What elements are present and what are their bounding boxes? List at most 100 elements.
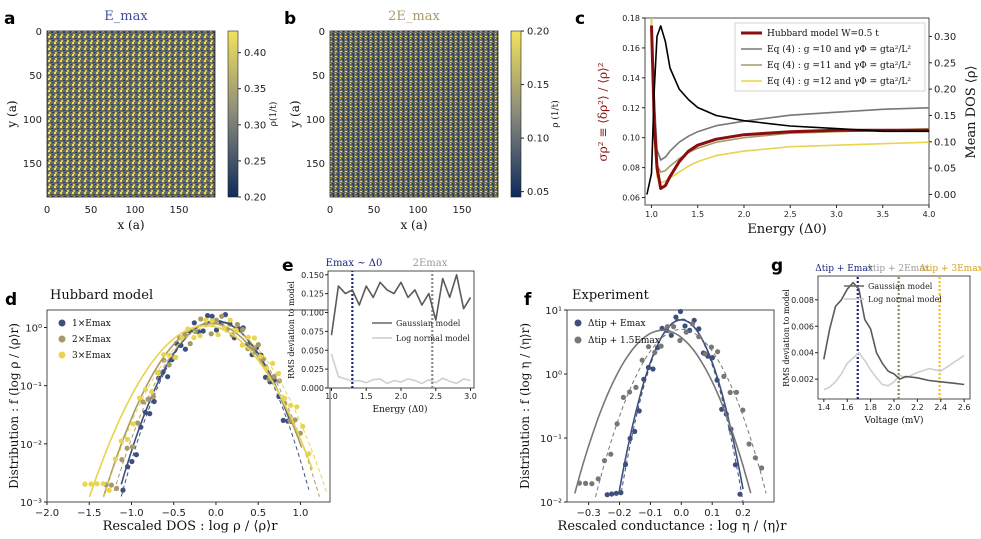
- x-tick-label: 3.0: [830, 210, 843, 219]
- data-point: [677, 337, 683, 344]
- data-point: [129, 458, 135, 465]
- panel-b-ytick: 0: [319, 27, 325, 38]
- data-point: [673, 314, 679, 320]
- panel-b-xlabel: x (a): [400, 218, 427, 232]
- panel-g-vline-label: Δtip + Emax: [815, 264, 873, 274]
- panel-label-b: b: [284, 9, 296, 29]
- panel-b-yticks: 0 50 100 150: [306, 27, 325, 170]
- panel-g-vline-label: Δtip + 2Emax: [866, 264, 929, 274]
- panel-c-yticks-right: 0.00 0.05 0.10 0.15 0.20 0.25 0.30: [929, 32, 956, 201]
- data-point: [668, 332, 674, 338]
- cbar-tick-label: 0.20: [527, 27, 549, 38]
- data-point: [257, 354, 264, 360]
- panel-a-cbar-label: ρ(1/t): [268, 102, 279, 127]
- panel-f-series: [574, 308, 767, 502]
- data-point: [671, 324, 677, 330]
- panel-f-axes: [566, 309, 775, 503]
- y-tick-label: 0.050: [301, 346, 324, 355]
- legend-marker-3emax: [58, 351, 66, 359]
- x-tick-label: −0.5: [162, 508, 186, 519]
- data-point: [82, 481, 88, 487]
- data-point: [300, 423, 306, 430]
- panel-c-legend: Hubbard model W=0.5 t Eq (4) : g =10 and…: [734, 22, 926, 92]
- panel-c: c 1.0 1.5 2.0 2.5 3.0 3.5 4.0 0.06 0.08 0.10 0.12…: [575, 9, 979, 237]
- x-tick-label: 0.5: [250, 508, 266, 519]
- x-tick-label: 2.4: [934, 403, 947, 412]
- x-tick-label: 2.2: [911, 403, 924, 412]
- panel-b-colorbar: [510, 30, 522, 198]
- data-point: [215, 332, 221, 338]
- data-point: [715, 349, 721, 355]
- data-point: [708, 344, 715, 350]
- data-point: [740, 407, 746, 413]
- legend-label: Eq (4) : g =12 and γΦ = gta²/L²: [767, 76, 911, 87]
- x-tick-label: 2.0: [738, 210, 751, 219]
- data-point: [732, 462, 739, 468]
- panel-d-legend: 1×Emax 2×Emax 3×Emax: [58, 319, 111, 361]
- panel-label-d: d: [5, 290, 17, 310]
- cbar-tick-label: 0.40: [244, 48, 266, 59]
- data-point: [622, 461, 629, 468]
- data-point: [114, 485, 120, 491]
- panel-c-axes: [644, 17, 930, 206]
- x-tick-label: −2.0: [35, 508, 59, 519]
- panel-g: g 1.4 1.6 1.8 2.0 2.2 2.4 2.6 0.0020.0040.0060…: [771, 256, 981, 426]
- data-point: [124, 436, 130, 442]
- data-point: [280, 417, 286, 423]
- data-point: [233, 327, 239, 333]
- panel-b-heatmap: [329, 30, 499, 198]
- y-tick-label: 0.075: [301, 327, 324, 336]
- data-point: [689, 321, 696, 327]
- y-tick-label: 0.25: [934, 58, 956, 69]
- data-point: [227, 317, 233, 323]
- data-point: [589, 481, 595, 487]
- cbar-tick-label: 0.25: [244, 156, 266, 167]
- data-point: [608, 451, 614, 457]
- panel-label-g: g: [771, 256, 783, 276]
- panel-g-legend: Gaussian model Log normal model: [844, 282, 942, 304]
- legend-marker-2emax: [58, 335, 66, 343]
- data-point: [203, 317, 209, 323]
- y-tick-label: 0.14: [622, 74, 640, 83]
- panel-a-xtick: 0: [44, 205, 50, 216]
- data-point: [213, 327, 220, 333]
- lognormal-fit-1: [102, 322, 303, 497]
- data-point: [682, 323, 688, 329]
- legend-label: Hubbard model W=0.5 t: [767, 29, 879, 39]
- legend-label: 3×Emax: [72, 351, 111, 361]
- cbar-tick-label: 0.05: [527, 187, 549, 198]
- data-point: [288, 402, 294, 408]
- cbar-tick-label: 0.15: [527, 80, 549, 91]
- data-point: [106, 487, 112, 493]
- panel-c-legend-box: [734, 22, 926, 92]
- panel-f-yticks: 10¹ 10⁰ 10⁻¹ 10⁻²: [540, 306, 567, 509]
- panel-e-xlabel: Energy (Δ0): [373, 404, 428, 415]
- panel-b-xtick: 0: [327, 205, 333, 216]
- data-point: [270, 360, 276, 366]
- data-point: [276, 370, 282, 377]
- panel-label-f: f: [524, 290, 532, 310]
- data-point: [200, 328, 206, 334]
- data-point: [240, 327, 246, 333]
- x-tick-label: 1.6: [841, 403, 854, 412]
- data-point: [609, 491, 615, 497]
- x-tick-label: 0.0: [673, 508, 689, 519]
- panel-b-xtick: 50: [368, 205, 381, 216]
- panel-b-ylabel: y (a): [288, 100, 302, 128]
- data-point: [714, 377, 720, 383]
- data-point: [185, 326, 191, 332]
- data-point: [161, 357, 167, 363]
- data-point: [583, 480, 589, 486]
- legend-label: 1×Emax: [72, 319, 111, 329]
- panel-a-xtick: 50: [85, 205, 98, 216]
- panel-a-ylabel: y (a): [5, 100, 19, 128]
- panel-b-xticks: 0 50 100 150: [327, 205, 472, 216]
- x-tick-label: 3.5: [876, 210, 889, 219]
- panel-d-yticks: 10⁰ 10⁻¹ 10⁻² 10⁻³: [20, 324, 47, 509]
- data-point: [205, 313, 211, 319]
- data-point: [88, 481, 94, 487]
- x-tick-label: 1.8: [864, 403, 877, 412]
- data-point: [294, 404, 300, 410]
- data-point: [133, 452, 139, 458]
- panel-a-xticks: 0 50 100 150: [44, 205, 189, 216]
